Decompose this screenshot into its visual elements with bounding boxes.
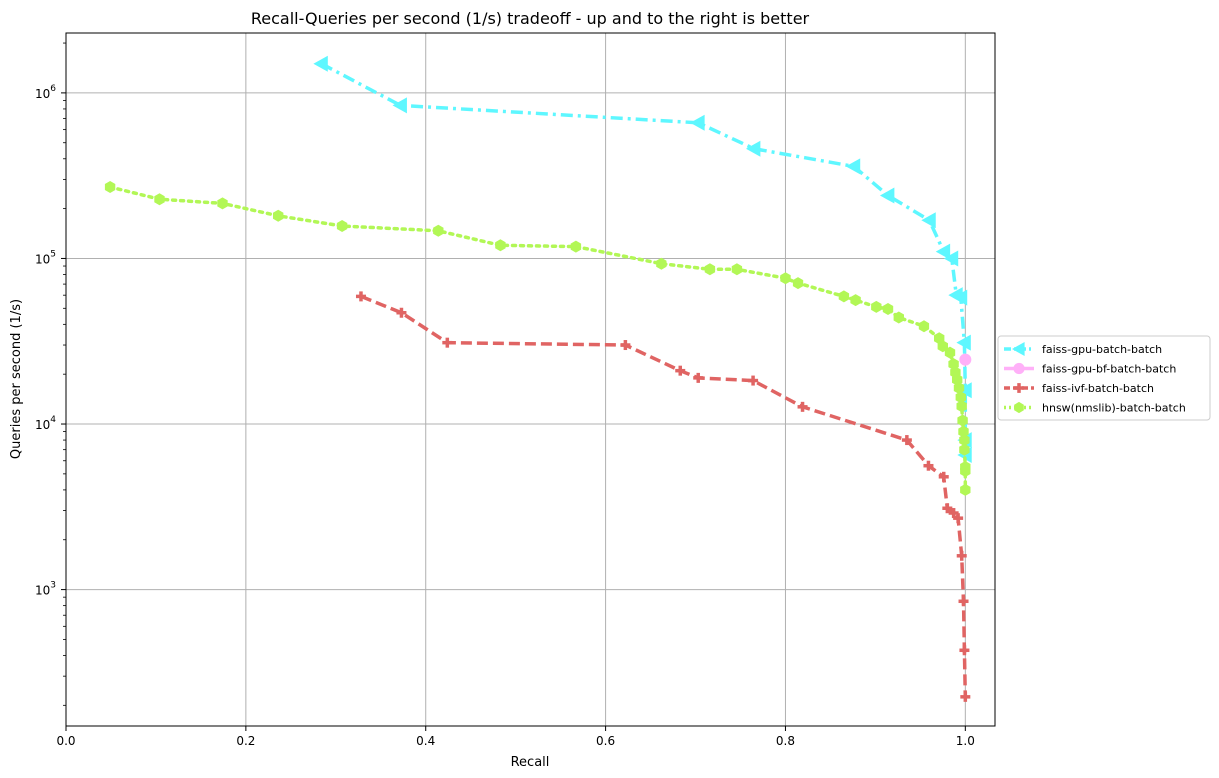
legend-marker — [1014, 401, 1024, 414]
data-point — [745, 140, 761, 157]
legend-marker — [1013, 362, 1025, 375]
data-point — [731, 263, 743, 276]
x-tick-label: 0.6 — [596, 734, 615, 748]
data-point — [845, 158, 861, 175]
data-point — [960, 465, 971, 477]
data-point — [780, 272, 791, 285]
x-tick-label: 0.4 — [416, 734, 435, 748]
data-point — [901, 435, 912, 446]
legend-item: faiss-gpu-batch-batch — [1004, 342, 1162, 356]
data-point — [656, 257, 667, 270]
data-point — [442, 337, 453, 348]
data-point — [942, 503, 953, 514]
data-point — [879, 187, 895, 204]
legend-marker — [1014, 383, 1024, 393]
legend-label: faiss-ivf-batch-batch — [1042, 382, 1154, 395]
series-0 — [313, 55, 972, 463]
data-point — [693, 372, 704, 383]
legend-label: faiss-gpu-bf-batch-batch — [1042, 363, 1176, 376]
data-point — [958, 425, 969, 438]
legend: faiss-gpu-batch-batch faiss-gpu-bf-batch-… — [997, 335, 1211, 421]
data-point — [955, 391, 966, 404]
data-point — [797, 401, 808, 412]
data-point — [396, 307, 407, 318]
data-point — [959, 434, 970, 447]
data-point — [953, 513, 964, 524]
data-point — [893, 311, 904, 324]
legend-item: hnsw(nmslib)-batch-batch — [1004, 402, 1186, 415]
data-point — [956, 334, 971, 351]
data-point — [690, 114, 705, 131]
data-point — [570, 240, 582, 253]
data-point — [838, 290, 850, 303]
series-2 — [355, 291, 971, 702]
data-point — [952, 289, 968, 306]
data-point — [850, 294, 861, 307]
y-axis-label: Queries per second (1/s) — [9, 299, 24, 459]
data-point — [938, 471, 949, 482]
legend-label: faiss-gpu-batch-batch — [1042, 343, 1162, 356]
data-point — [355, 291, 366, 302]
data-point — [336, 220, 348, 232]
data-point — [918, 320, 930, 333]
y-tick-label: 106 — [35, 84, 56, 101]
data-point — [495, 239, 506, 252]
y-tick-label: 105 — [35, 249, 56, 266]
data-point — [675, 365, 686, 376]
data-point — [273, 209, 284, 222]
x-tick-label: 0.0 — [56, 734, 75, 748]
x-tick-label: 0.8 — [776, 734, 795, 748]
data-point — [953, 382, 965, 394]
series-line — [360, 294, 968, 697]
data-point — [154, 193, 165, 206]
data-point — [871, 300, 882, 313]
data-point — [882, 303, 894, 315]
plot-frame — [65, 32, 996, 727]
data-point — [433, 224, 444, 237]
legend-item: faiss-ivf-batch-batch — [1004, 382, 1154, 395]
data-point — [957, 414, 968, 427]
data-point — [217, 197, 228, 210]
legend-label: hnsw(nmslib)-batch-batch — [1042, 402, 1186, 415]
data-point — [392, 97, 407, 114]
data-point — [956, 550, 967, 561]
data-point — [959, 353, 972, 366]
x-tick-label: 1.0 — [956, 734, 975, 748]
legend-item: faiss-gpu-bf-batch-batch — [1004, 363, 1176, 376]
data-point — [943, 250, 959, 267]
data-point — [748, 375, 759, 386]
data-point — [960, 483, 971, 496]
data-point — [313, 55, 328, 72]
chart-title: Recall-Queries per second (1/s) tradeoff… — [251, 9, 810, 28]
x-axis-label: Recall — [511, 755, 550, 770]
data-point — [959, 645, 970, 656]
data-point — [104, 181, 116, 193]
data-point — [957, 382, 972, 399]
data-point — [959, 443, 970, 456]
series-3 — [104, 181, 971, 496]
data-point — [921, 212, 936, 229]
data-point — [960, 691, 971, 702]
data-point — [792, 277, 804, 290]
legend-frame — [997, 335, 1211, 421]
data-point — [948, 508, 959, 519]
tick-layer: 0.0 0.2 0.4 0.6 0.8 1.0 103 104 105 106 — [35, 42, 975, 748]
series-1 — [959, 353, 972, 366]
data-point — [944, 346, 956, 359]
data-point — [704, 263, 716, 276]
x-tick-label: 0.2 — [236, 734, 255, 748]
data-point — [956, 400, 967, 413]
y-tick-label: 104 — [35, 415, 56, 432]
grid — [66, 33, 995, 726]
data-point — [958, 596, 969, 607]
data-point — [923, 460, 934, 471]
data-point — [620, 340, 631, 351]
legend-marker — [1012, 342, 1025, 356]
series-layer — [104, 55, 972, 702]
data-point — [935, 243, 951, 260]
y-tick-label: 103 — [35, 581, 56, 598]
data-point — [937, 340, 948, 353]
